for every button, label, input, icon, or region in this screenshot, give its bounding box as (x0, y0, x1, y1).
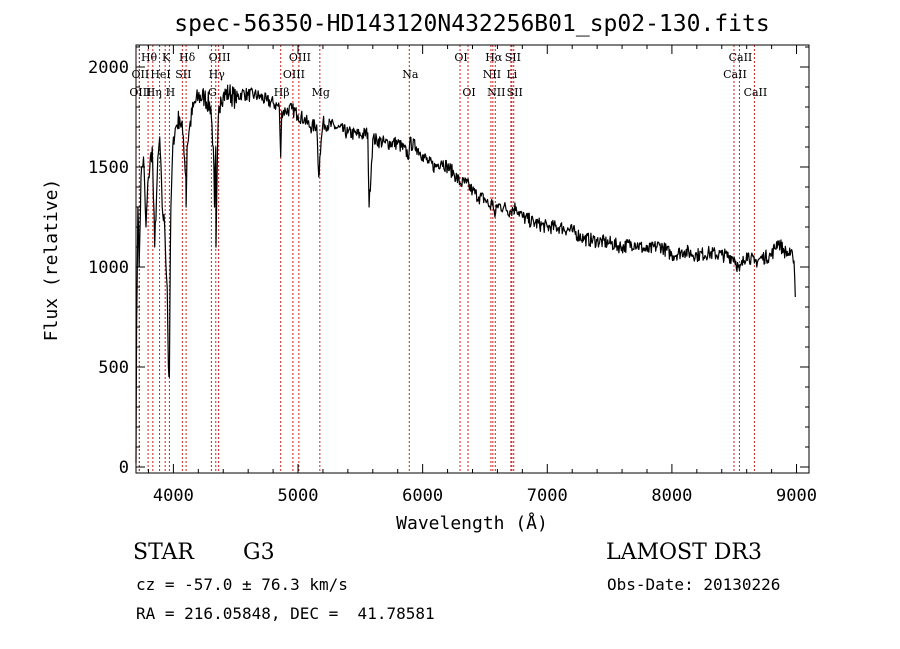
x-tick-label: 9000 (776, 486, 817, 506)
x-tick-label: 4000 (153, 486, 194, 506)
spectral-line-label: K (162, 51, 171, 64)
spectral-line-label: Hη (146, 86, 162, 99)
object-class: STAR (133, 540, 194, 565)
spectral-line-label: Li (506, 68, 517, 81)
spectral-line-label: SII (175, 68, 191, 81)
spectral-line-label: OIII (209, 51, 231, 64)
spectral-line-label: Hβ (274, 86, 290, 99)
y-tick-label: 500 (98, 358, 129, 378)
y-tick-label: 1500 (88, 158, 129, 178)
spectral-line-markers (138, 45, 755, 473)
spectral-line-label: Hγ (209, 68, 226, 81)
spectral-line-label: Hδ (179, 51, 196, 64)
spectral-line-label: NII (483, 68, 501, 81)
spectral-line-label: SII (505, 51, 521, 64)
spectral-line-label: Hα (485, 51, 503, 64)
y-axis-ticks: 0 500 1000 1500 2000 (88, 46, 809, 478)
spectral-line-label: OIII (283, 68, 305, 81)
spectral-line-label: Hθ (141, 51, 158, 64)
x-tick-label: 7000 (527, 486, 568, 506)
spectral-line-label: CaII (744, 86, 768, 99)
redshift-velocity: cz = -57.0 ± 76.3 km/s (136, 575, 348, 594)
x-tick-label: 8000 (651, 486, 692, 506)
spectral-line-label: OIII (129, 86, 151, 99)
x-axis-label: Wavelength (Å) (396, 512, 548, 534)
spectral-line-label: OI (462, 86, 475, 99)
chart-title: spec-56350-HD143120N432256B01_sp02-130.f… (174, 11, 769, 37)
y-tick-label: 1000 (88, 258, 129, 278)
spectral-line-label: Na (402, 68, 419, 81)
spectral-line-label: HeI (150, 68, 170, 81)
spectral-line-label: OIII (289, 51, 311, 64)
spectral-line-label: OII (132, 68, 150, 81)
spectral-line-label: Mg (312, 86, 330, 99)
x-tick-label: 6000 (402, 486, 443, 506)
spectral-line-label: H (166, 86, 176, 99)
y-tick-label: 0 (119, 458, 129, 478)
flux-series-line (135, 84, 796, 464)
object-subclass: G3 (243, 540, 275, 565)
spectral-line-label: NII (487, 86, 505, 99)
y-axis-label: Flux (relative) (41, 179, 62, 342)
spectral-line-label: SII (507, 86, 523, 99)
sky-coordinates: RA = 216.05848, DEC = 41.78581 (136, 604, 435, 623)
plot-frame (135, 44, 810, 474)
spectral-line-label: CaII (723, 68, 747, 81)
spectral-line-label: OI (454, 51, 467, 64)
x-axis-ticks: 4000 5000 6000 7000 8000 9000 (147, 45, 817, 506)
spectral-line-label: G (208, 86, 217, 99)
y-tick-label: 2000 (88, 58, 129, 78)
survey-name: LAMOST DR3 (606, 540, 762, 565)
observation-date: Obs-Date: 20130226 (607, 575, 781, 594)
spectral-line-label: CaII (729, 51, 753, 64)
x-tick-label: 5000 (278, 486, 319, 506)
